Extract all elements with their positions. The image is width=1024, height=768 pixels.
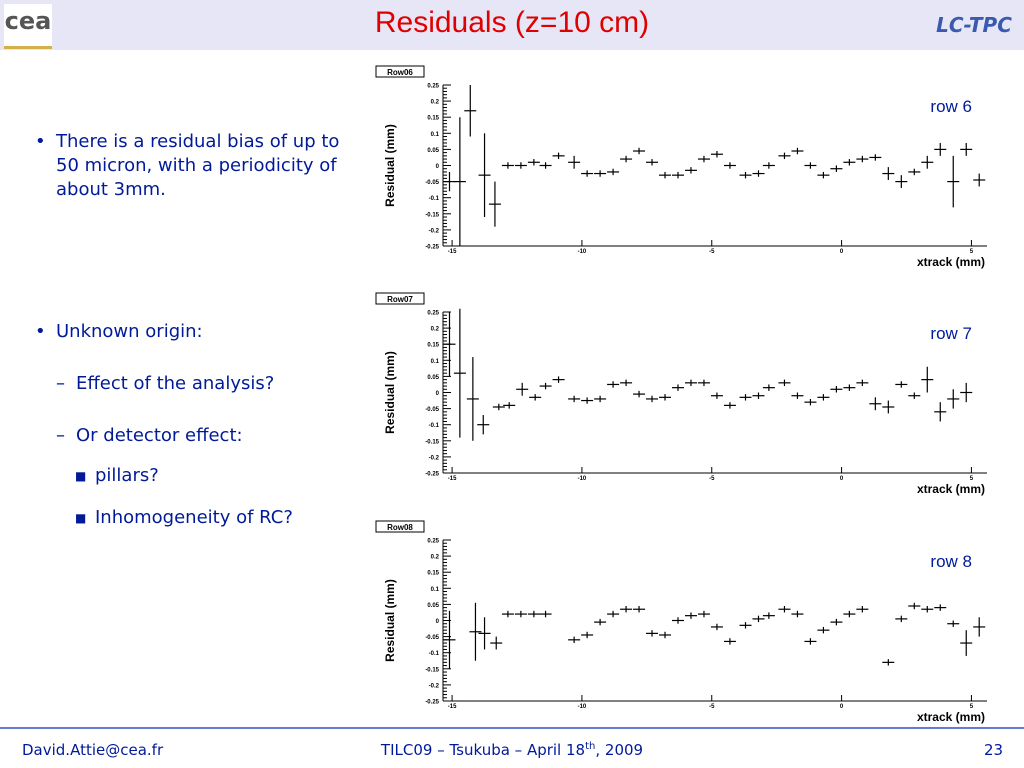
bullet: Unknown origin: [56,321,203,342]
y-tick-label: 0.1 [431,587,440,593]
annotation: row 8 [930,552,972,571]
hist-title-box [375,520,425,533]
logo-left: cea [4,7,52,35]
y-tick-label: -0.1 [429,423,440,429]
event-sup: th [585,741,596,752]
sub-bullet: Or detector effect: [76,425,243,446]
hist-title-box [375,65,425,78]
y-tick-label: 0.2 [431,555,440,561]
y-tick-label: -0.1 [429,651,440,657]
x-tick-label: 5 [970,476,974,482]
logo-left-box: cea [4,4,52,49]
y-tick-label: -0.1 [429,196,440,202]
x-tick-label: -5 [709,249,715,255]
y-tick-label: 0.05 [427,375,439,381]
y-tick-label: -0.25 [425,472,439,478]
x-tick-label: -5 [709,476,715,482]
hist-title: Row06 [387,68,413,77]
x-tick-label: -15 [448,249,457,255]
x-tick-label: -10 [578,476,587,482]
y-axis-label: Residual (mm) [383,124,397,207]
x-axis-label: xtrack (mm) [917,482,985,496]
sub-sub-bullet: Inhomogeneity of RC? [95,507,293,528]
y-tick-label: -0.05 [425,635,439,641]
x-axis-label: xtrack (mm) [917,255,985,269]
y-tick-label: 0.25 [427,311,439,317]
y-tick-label: -0.25 [425,245,439,251]
bullet-mark: • [35,321,46,342]
y-tick-label: 0.1 [431,132,440,138]
x-tick-label: 0 [840,704,844,710]
logo-right: LC-TPC [936,13,1012,37]
x-tick-label: 5 [970,704,974,710]
hist-title: Row07 [387,295,413,304]
footer-event: TILC09 – Tsukuba – April 18th, 2009 [0,741,1024,759]
x-tick-label: 0 [840,476,844,482]
y-tick-label: 0.15 [427,343,439,349]
y-tick-label: -0.15 [425,439,439,445]
y-tick-label: 0.25 [427,539,439,545]
y-tick-label: -0.15 [425,212,439,218]
y-tick-label: 0.15 [427,571,439,577]
y-tick-label: 0 [436,619,440,625]
slide-title: Residuals (z=10 cm) [374,6,650,39]
page-number: 23 [984,741,1004,759]
hist-title: Row08 [387,523,413,532]
y-tick-label: 0.2 [431,327,440,333]
y-tick-label: 0.2 [431,100,440,106]
y-tick-label: -0.2 [429,455,440,461]
y-axis-label: Residual (mm) [383,579,397,662]
event: TILC09 – Tsukuba – April 18 [380,741,586,759]
x-tick-label: -10 [578,704,587,710]
y-tick-label: 0.25 [427,84,439,90]
bullet-mark: • [35,131,46,152]
annotation: row 7 [930,324,972,343]
y-tick-label: -0.05 [425,180,439,186]
x-axis-label: xtrack (mm) [917,710,985,724]
x-tick-label: -15 [448,476,457,482]
header-band [0,0,1024,50]
y-tick-label: -0.25 [425,700,439,706]
y-tick-label: 0.15 [427,116,439,122]
y-tick-label: -0.2 [429,228,440,234]
x-tick-label: -5 [709,704,715,710]
y-tick-label: 0 [436,391,440,397]
annotation: row 6 [930,97,972,116]
sub-bullet: Effect of the analysis? [76,373,275,394]
bullet: There is a residual bias of up to 50 mic… [56,131,340,200]
y-tick-label: -0.05 [425,407,439,413]
y-tick-label: -0.15 [425,667,439,673]
footer-email: David.Attie@cea.fr [22,741,164,759]
y-tick-label: 0.05 [427,603,439,609]
x-tick-label: 5 [970,249,974,255]
x-tick-label: -15 [448,704,457,710]
sub-sub-bullet: pillars? [95,465,159,486]
x-tick-label: 0 [840,249,844,255]
dash: – [56,373,65,394]
x-tick-label: -10 [578,249,587,255]
y-tick-label: 0.05 [427,148,439,154]
square: ■ [75,469,87,483]
y-tick-label: 0 [436,164,440,170]
dash: – [56,425,65,446]
y-tick-label: 0.1 [431,359,440,365]
event-end: , 2009 [595,741,644,759]
square: ■ [75,511,87,525]
y-axis-label: Residual (mm) [383,351,397,434]
y-tick-label: -0.2 [429,683,440,689]
hist-title-box [375,292,425,305]
